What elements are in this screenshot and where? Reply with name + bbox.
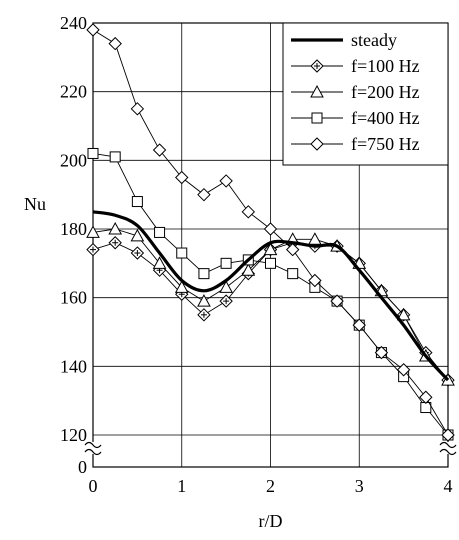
y-axis-label: Nu (24, 194, 46, 214)
marker-diamond (219, 174, 233, 188)
marker-square (265, 257, 276, 269)
marker-diamond (310, 137, 324, 151)
legend: steady f=100 Hz f=200 Hz f=400 Hz f=750 Hz (282, 22, 449, 166)
marker-diamond (108, 36, 122, 51)
break-mask (85, 442, 101, 454)
marker-triangle (197, 294, 211, 307)
legend-item: f=200 Hz (291, 82, 420, 102)
marker-diamond (396, 363, 411, 377)
marker-square (198, 268, 210, 280)
marker-diamond (285, 242, 300, 257)
x-tick-label: 3 (355, 476, 364, 496)
x-tick-label: 4 (444, 476, 453, 496)
marker-square (220, 257, 232, 269)
y-tick-label-zero: 0 (78, 457, 87, 477)
x-tick-label: 2 (266, 476, 275, 496)
legend-item: f=400 Hz (291, 108, 420, 128)
marker-square (109, 151, 121, 163)
marker-diamond (86, 23, 100, 37)
marker-square (131, 196, 143, 208)
marker-diamond (152, 143, 167, 157)
marker-triangle (396, 307, 411, 321)
marker-triangle (152, 256, 167, 269)
marker-diamond (241, 205, 256, 219)
marker-diamond (352, 318, 366, 332)
marker-triangle (130, 228, 145, 242)
y-tick-label: 220 (60, 82, 87, 102)
marker-diamond (374, 345, 389, 360)
axis-break (84, 441, 457, 456)
marker-diamond (263, 222, 278, 236)
break-mark (84, 448, 102, 456)
y-tick-label: 120 (60, 425, 87, 445)
y-tick-label: 200 (60, 150, 87, 170)
marker-square (154, 226, 166, 238)
series-steady (92, 210, 450, 382)
break-mark (439, 448, 457, 456)
marker-square (311, 112, 323, 124)
y-tick-label: 160 (60, 288, 87, 308)
marker-triangle (263, 242, 278, 256)
break-mark (439, 441, 457, 449)
marker-diamond (308, 273, 322, 288)
marker-diamond (441, 428, 455, 442)
series-layer (86, 23, 455, 442)
y-tick-label: 240 (60, 13, 87, 33)
x-axis-label: r/D (259, 511, 283, 531)
marker-square (287, 268, 299, 280)
legend-label: f=750 Hz (351, 134, 420, 154)
break-mask (440, 442, 456, 454)
break-mark (84, 441, 102, 449)
marker-diamond (175, 170, 189, 185)
series-line (92, 210, 450, 382)
legend-label: f=200 Hz (351, 82, 420, 102)
marker-triangle (174, 280, 189, 293)
marker-triangle (108, 221, 123, 235)
axes: 120 140 160 180 200 220 240 00 1 2 3 4 (60, 13, 453, 496)
marker-triangle (219, 280, 233, 293)
x-tick-label: 1 (177, 476, 186, 496)
y-tick-label: 140 (60, 356, 87, 376)
legend-label: f=400 Hz (351, 108, 420, 128)
y-tick-label: 180 (60, 219, 87, 239)
marker-diamond (197, 187, 211, 202)
marker-diamond (130, 102, 145, 116)
legend-label: f=100 Hz (351, 56, 420, 76)
legend-label: steady (351, 30, 397, 50)
series-f-750-hz (86, 23, 455, 442)
marker-square (87, 147, 99, 159)
legend-item: f=100 Hz (291, 56, 420, 76)
x-tick-label: 0 (89, 476, 98, 496)
marker-triangle (241, 263, 256, 276)
legend-item: f=750 Hz (291, 134, 420, 154)
marker-diamond (419, 390, 433, 404)
marker-triangle (308, 232, 322, 245)
marker-diamond (330, 294, 344, 308)
marker-triangle (310, 84, 324, 98)
legend-item: steady (291, 30, 397, 50)
marker-square (176, 247, 188, 259)
marker-triangle (86, 225, 100, 238)
legend-box (282, 22, 449, 166)
